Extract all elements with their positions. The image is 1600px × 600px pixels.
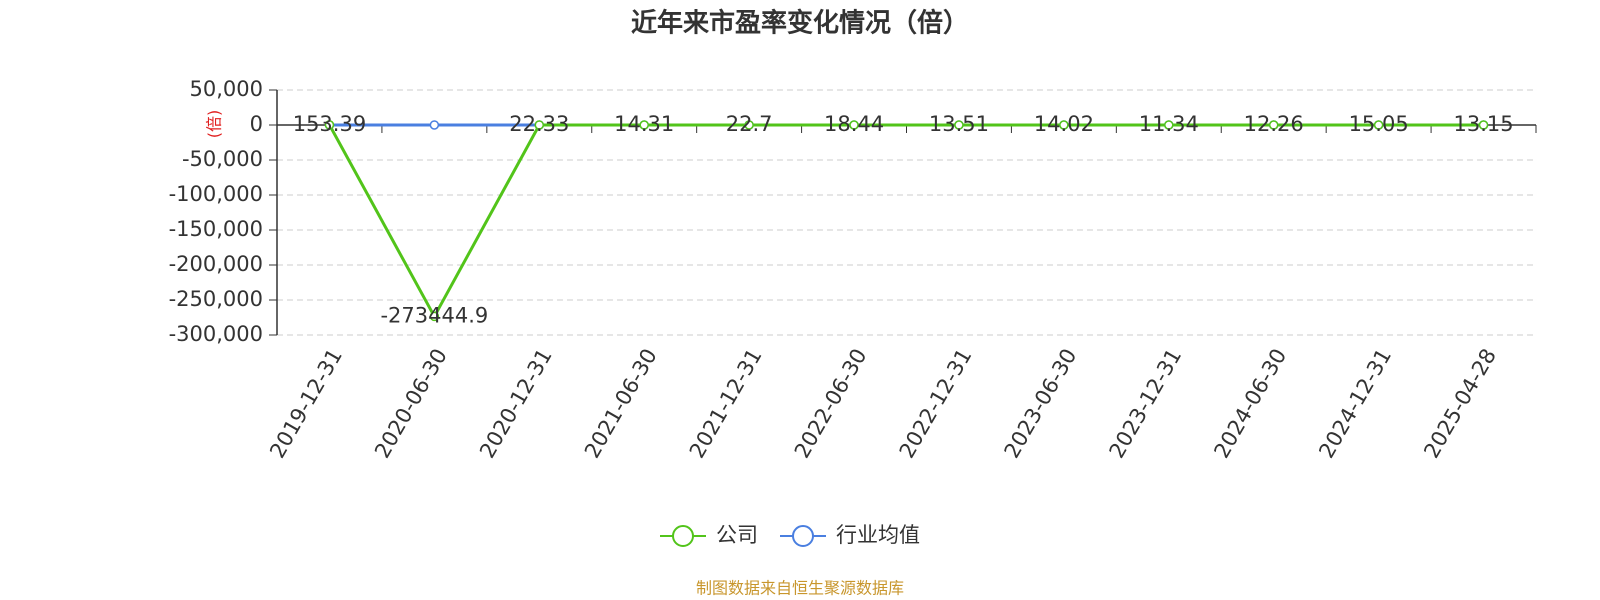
legend-marker <box>672 525 694 547</box>
x-tick-label: 2025-04-28 <box>1419 345 1501 463</box>
x-tick-label: 2021-06-30 <box>580 345 662 463</box>
data-point <box>849 120 859 130</box>
data-point <box>954 120 964 130</box>
data-point <box>429 120 440 130</box>
y-tick-label: -250,000 <box>169 287 263 311</box>
y-tick-label: 50,000 <box>190 77 263 101</box>
data-point <box>1478 120 1489 130</box>
data-label: 15.05 <box>1349 112 1409 136</box>
y-tick-label: -300,000 <box>169 322 263 346</box>
legend-label: 行业均值 <box>836 523 920 547</box>
data-label: 11.34 <box>1139 112 1199 136</box>
y-tick-label: 0 <box>250 112 263 136</box>
data-point <box>1373 120 1384 130</box>
y-tick-label: -150,000 <box>169 217 263 241</box>
x-tick-label: 2019-12-31 <box>265 345 347 463</box>
chart-title: 近年来市盈率变化情况（倍） <box>631 8 969 39</box>
y-tick-label: -100,000 <box>169 182 263 206</box>
data-label: 18.44 <box>824 112 884 136</box>
data-label: 14.02 <box>1034 112 1094 136</box>
data-point <box>1268 120 1279 130</box>
data-point <box>1164 120 1174 130</box>
data-label: 13.15 <box>1453 112 1513 136</box>
data-point <box>744 120 754 130</box>
data-point <box>324 120 335 130</box>
source-note: 制图数据来自恒生聚源数据库 <box>696 579 904 598</box>
data-label: 22.33 <box>509 112 569 136</box>
data-label: -273444.9 <box>380 303 488 327</box>
x-tick-label: 2024-06-30 <box>1209 345 1291 463</box>
series-line <box>328 123 1484 320</box>
data-point <box>534 120 545 130</box>
y-tick-label: -200,000 <box>169 252 263 276</box>
x-tick-label: 2022-06-30 <box>790 345 872 463</box>
data-label: 22.7 <box>726 112 773 136</box>
x-tick-label: 2020-06-30 <box>370 345 452 463</box>
data-label: 13.51 <box>929 112 989 136</box>
data-point <box>429 311 440 322</box>
data-label: 14.31 <box>614 112 674 136</box>
data-label: 12.26 <box>1244 112 1304 136</box>
data-point <box>639 120 649 130</box>
x-tick-label: 2023-06-30 <box>1000 345 1082 463</box>
x-tick-label: 2023-12-31 <box>1105 345 1187 463</box>
x-tick-label: 2020-12-31 <box>475 345 557 463</box>
data-label: 153.39 <box>293 112 366 136</box>
y-tick-label: -50,000 <box>182 147 263 171</box>
data-point <box>1059 120 1069 130</box>
legend-label: 公司 <box>716 523 758 547</box>
x-tick-label: 2021-12-31 <box>685 345 767 463</box>
x-tick-label: 2024-12-31 <box>1314 345 1396 463</box>
x-tick-label: 2022-12-31 <box>895 345 977 463</box>
legend-marker <box>792 525 814 547</box>
y-axis-label: (倍) <box>205 110 224 139</box>
